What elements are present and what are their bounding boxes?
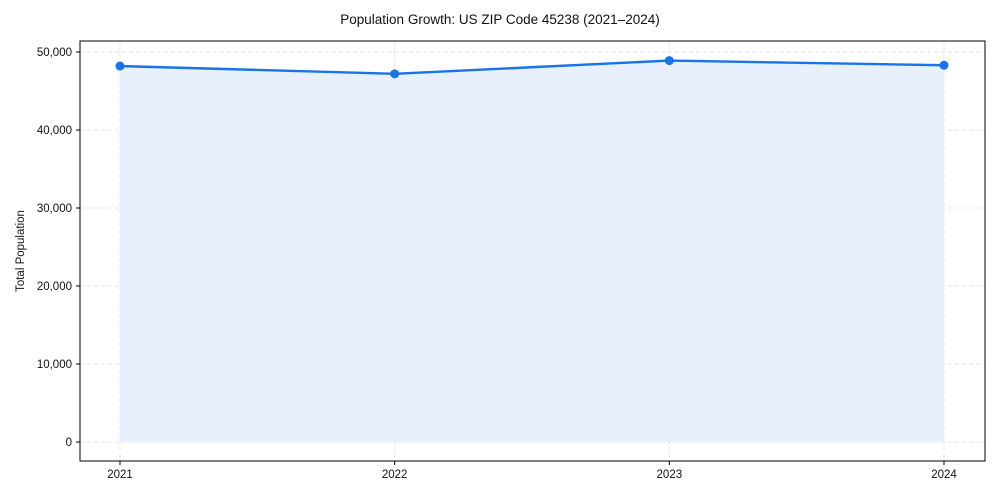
x-tick-label: 2023 [657,469,683,481]
x-tick-label: 2021 [107,469,133,481]
y-tick-label: 10,000 [37,359,72,371]
y-tick-label: 20,000 [37,281,72,293]
area-fill [120,60,944,442]
data-point-marker [390,69,400,79]
x-tick-label: 2022 [382,469,408,481]
data-points [115,56,949,79]
data-line [119,59,945,76]
axes-frame [79,40,986,462]
y-tick-label: 50,000 [37,47,72,59]
y-axis-ticks: 0 10,000 20,000 30,000 40,000 50,000 [37,47,80,449]
y-tick-label: 0 [66,437,72,449]
x-tick-label: 2024 [931,469,957,481]
y-tick-label: 40,000 [37,125,72,137]
chart-title: Population Growth: US ZIP Code 45238 (20… [340,12,660,27]
data-point-marker [939,60,949,70]
data-point-marker [115,61,125,71]
data-point-marker [664,56,674,66]
y-tick-label: 30,000 [37,203,72,215]
x-axis-ticks: 2021 2022 2023 2024 [107,461,957,481]
